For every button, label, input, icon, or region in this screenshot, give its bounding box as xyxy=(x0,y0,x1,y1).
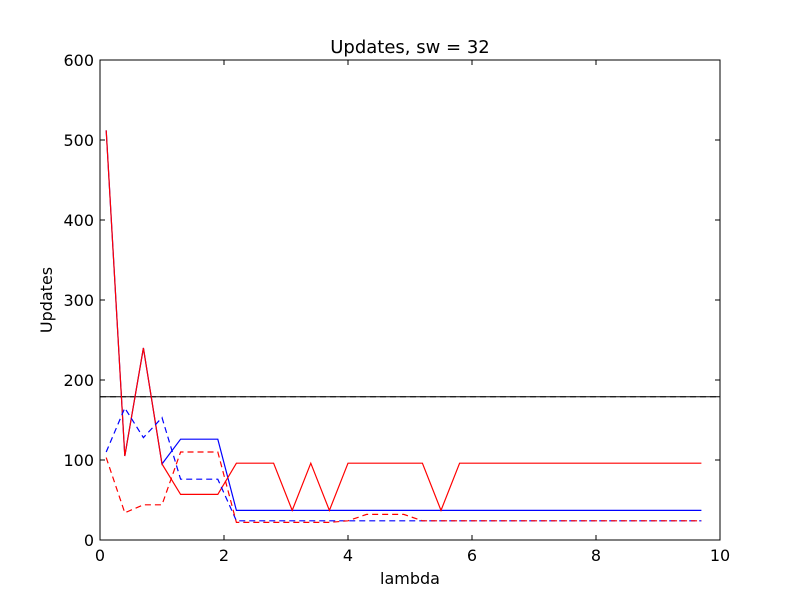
x-tick-label: 8 xyxy=(591,546,601,565)
y-tick-label: 0 xyxy=(84,531,94,550)
y-axis-label: Updates xyxy=(37,267,56,333)
x-tick-label: 4 xyxy=(343,546,353,565)
series-line-1 xyxy=(105,130,702,511)
y-tick-label: 400 xyxy=(63,211,94,230)
series-line-2 xyxy=(105,130,702,513)
y-tick-label: 300 xyxy=(63,291,94,310)
chart-title: Updates, sw = 32 xyxy=(330,37,490,58)
x-tick-label: 6 xyxy=(467,546,477,565)
x-axis-label: lambda xyxy=(380,569,440,588)
y-tick-label: 600 xyxy=(63,51,94,70)
x-tick-label: 0 xyxy=(95,546,105,565)
y-tick-label: 500 xyxy=(63,131,94,150)
y-tick-label: 100 xyxy=(63,451,94,470)
x-tick-label: 10 xyxy=(710,546,730,565)
plot-frame xyxy=(99,59,721,541)
series-line-4 xyxy=(105,451,702,524)
x-tick-label: 2 xyxy=(219,546,229,565)
y-tick-label: 200 xyxy=(63,371,94,390)
